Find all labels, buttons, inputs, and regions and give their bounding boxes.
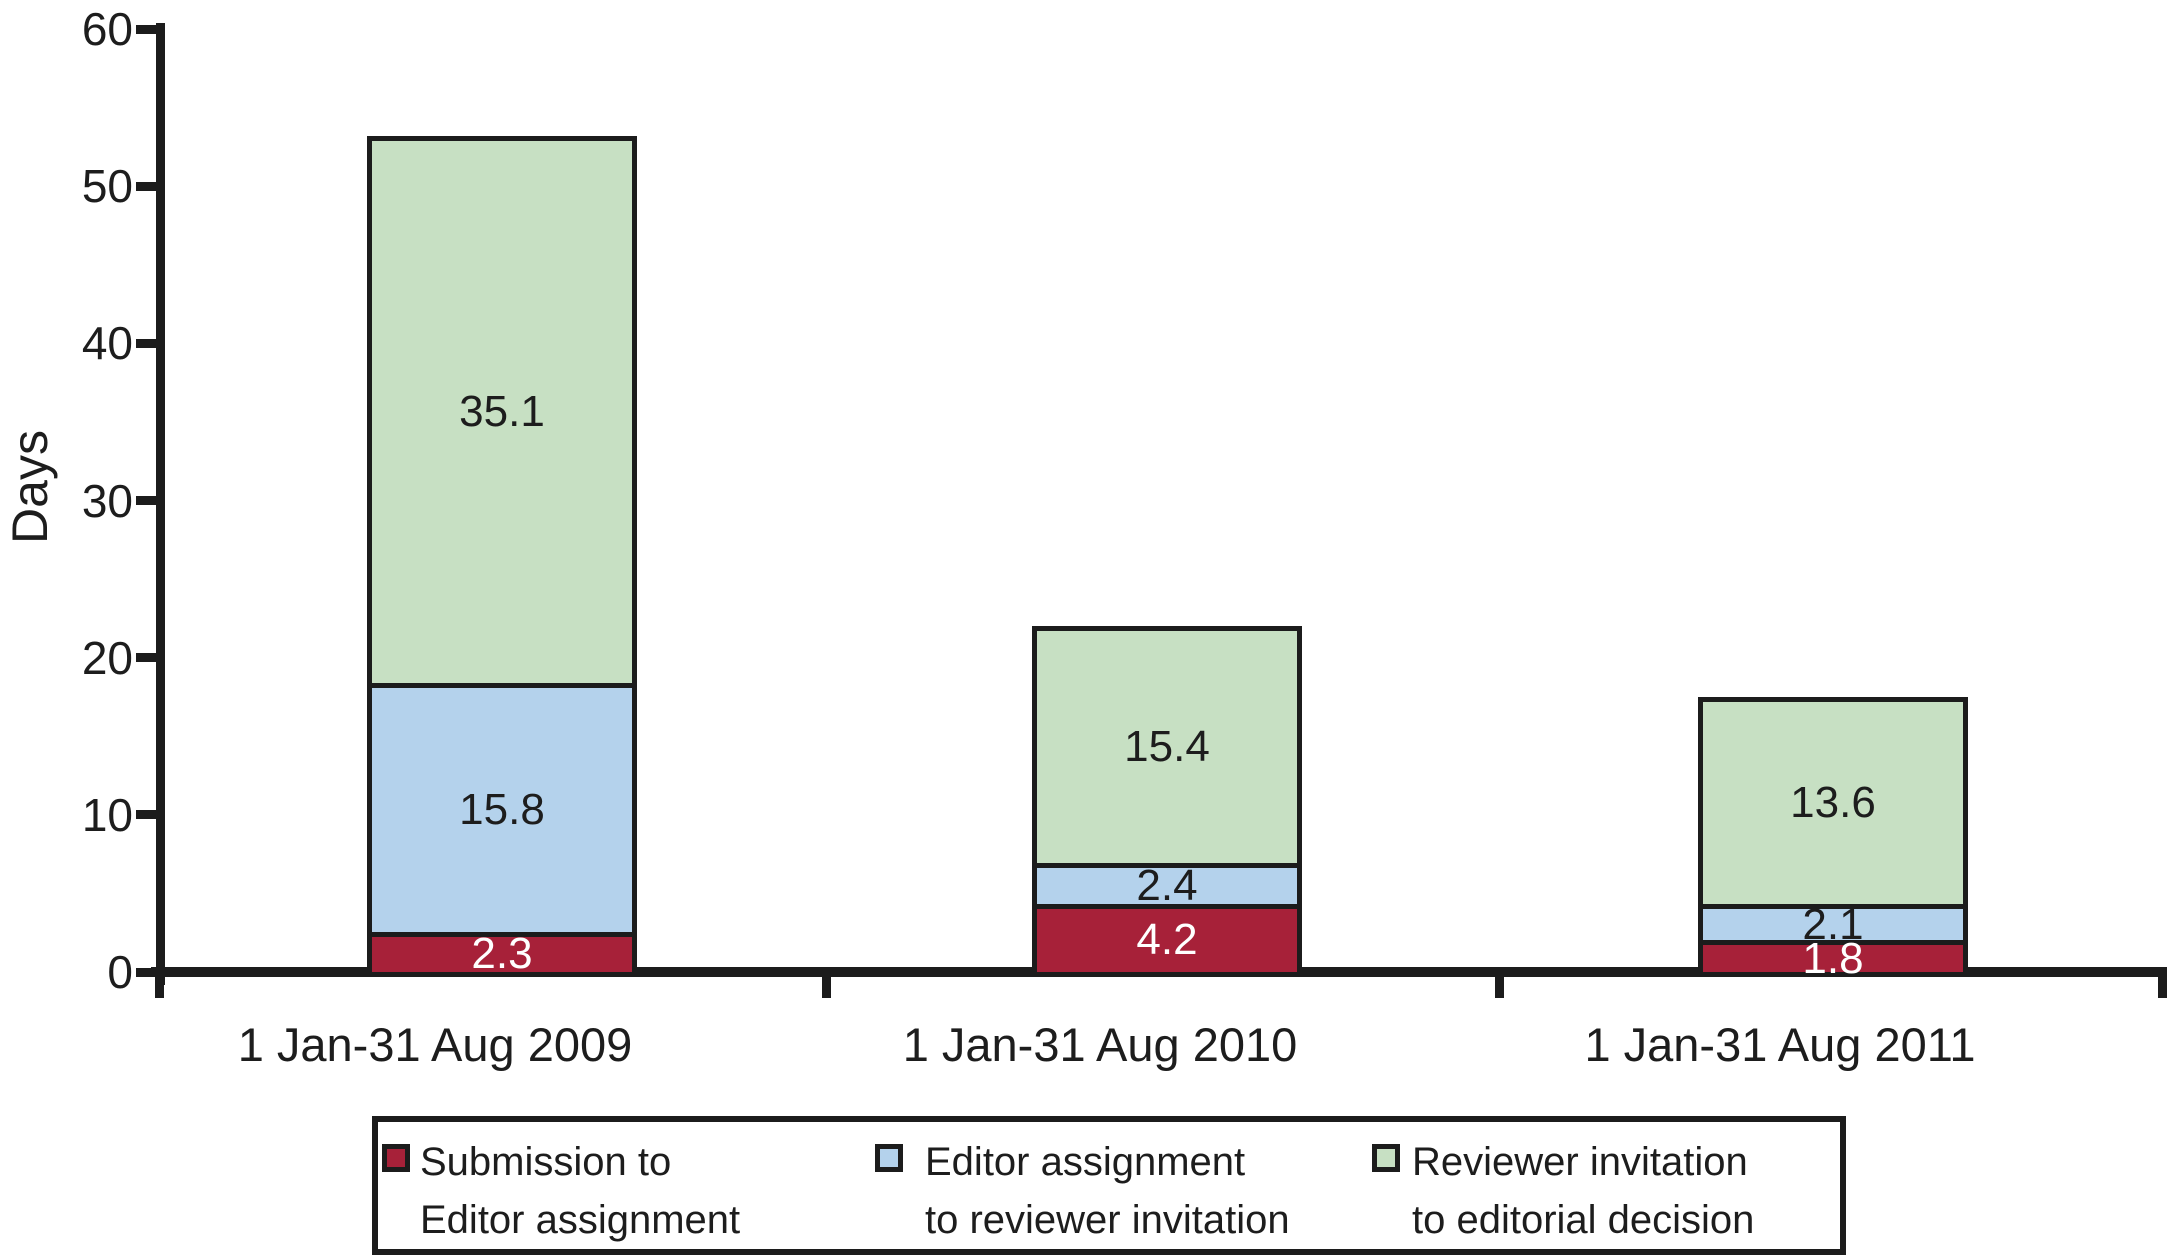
y-tick-label: 50 xyxy=(81,160,133,212)
legend-item-label-line: to editorial decision xyxy=(1412,1198,1755,1242)
y-tick-label: 10 xyxy=(81,789,133,841)
y-tick xyxy=(136,810,160,819)
y-tick xyxy=(136,182,160,191)
bar-value-label: 15.4 xyxy=(1124,721,1210,771)
bar-value-label: 1.8 xyxy=(1802,933,1864,983)
y-tick xyxy=(136,968,160,977)
y-tick xyxy=(136,653,160,662)
x-tick xyxy=(155,967,164,998)
y-axis-line xyxy=(156,23,165,985)
bar-value-label: 2.4 xyxy=(1136,860,1198,910)
x-category-label: 1 Jan-31 Aug 2010 xyxy=(902,1018,1298,1071)
legend-item-label-line: Editor assignment xyxy=(420,1198,741,1242)
bar-value-label: 2.1 xyxy=(1802,899,1864,949)
bar: 13.6 2.1 1.8 xyxy=(1698,697,1968,980)
y-tick-label: 60 xyxy=(81,3,133,55)
bar-segment: 2.3 xyxy=(372,929,632,979)
legend-swatch xyxy=(1372,1144,1400,1172)
x-category-label: 1 Jan-31 Aug 2011 xyxy=(1584,1018,1976,1071)
bar-value-label: 13.6 xyxy=(1790,778,1876,828)
legend-item-label: Editor assignment to reviewer invitation xyxy=(925,1133,1290,1249)
legend-item-label-line: to reviewer invitation xyxy=(925,1198,1290,1242)
y-tick-label: 20 xyxy=(81,632,133,684)
x-tick xyxy=(2158,967,2167,998)
y-tick-label: 0 xyxy=(107,946,133,998)
bar-segment: 15.4 xyxy=(1037,631,1297,863)
bar-segment: 2.1 xyxy=(1703,902,1963,946)
bar-segment: 13.6 xyxy=(1703,702,1963,905)
bar-value-label: 4.2 xyxy=(1136,915,1198,965)
bar-segment: 1.8 xyxy=(1703,936,1963,980)
bar-value-label: 35.1 xyxy=(459,386,545,436)
bar-value-label: 2.3 xyxy=(471,929,533,979)
legend-item-label: Reviewer invitation to editorial decision xyxy=(1412,1133,1754,1249)
y-tick xyxy=(136,339,160,348)
y-tick-label: 40 xyxy=(81,317,133,369)
legend-swatch xyxy=(382,1144,410,1172)
y-tick xyxy=(136,25,160,34)
x-tick xyxy=(822,967,831,998)
bar: 15.4 2.4 4.2 xyxy=(1032,626,1302,977)
legend-item-label: Submission to Editor assignment xyxy=(420,1133,740,1249)
legend-item-label-line: Reviewer invitation xyxy=(1412,1140,1748,1184)
legend xyxy=(372,1116,1846,1255)
bar-segment: 35.1 xyxy=(372,141,632,683)
bar-segment: 15.8 xyxy=(372,682,632,932)
bar-segment: 4.2 xyxy=(1037,903,1297,972)
legend-swatch xyxy=(875,1144,903,1172)
legend-item-label-line: Editor assignment xyxy=(925,1140,1246,1184)
y-tick-label: 30 xyxy=(81,475,133,527)
bar-value-label: 15.8 xyxy=(459,784,545,834)
bar-segment: 2.4 xyxy=(1037,862,1297,907)
y-tick xyxy=(136,496,160,505)
bar: 35.1 15.8 2.3 xyxy=(367,136,637,977)
legend-item-label-line: Submission to xyxy=(420,1140,672,1184)
x-tick xyxy=(1495,967,1504,998)
x-category-label: 1 Jan-31 Aug 2009 xyxy=(237,1018,633,1071)
